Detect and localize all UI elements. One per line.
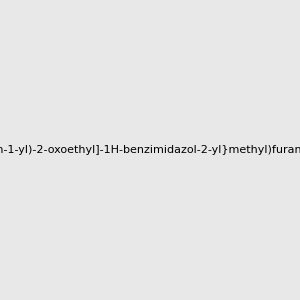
Text: N-({1-[2-(azepan-1-yl)-2-oxoethyl]-1H-benzimidazol-2-yl}methyl)furan-2-carboxami: N-({1-[2-(azepan-1-yl)-2-oxoethyl]-1H-be… — [0, 145, 300, 155]
